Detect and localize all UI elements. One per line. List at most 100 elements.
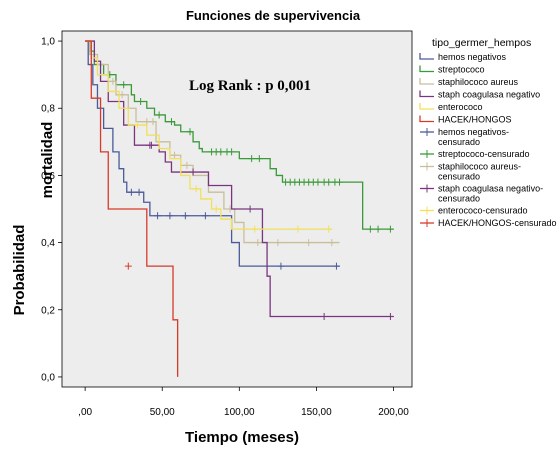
censor-mark (134, 121, 142, 129)
censor-mark (192, 185, 200, 193)
censor-mark (135, 188, 143, 196)
censor-mark (167, 118, 175, 126)
censor-mark (124, 262, 132, 270)
legend-censor-icon (423, 219, 431, 227)
survival-curve (85, 40, 179, 377)
series-layer (85, 40, 394, 377)
legend-label: hemos negativos-censurado (438, 127, 509, 147)
y-tick-label: 0,8 (41, 104, 55, 115)
log-rank-annotation: Log Rank : p 0,001 (189, 78, 311, 94)
series-staph-coagulasa-negativo (85, 40, 394, 320)
censor-mark (251, 225, 259, 233)
legend-item: staph coagulasa negativo-censurado (420, 184, 543, 204)
censor-mark (254, 239, 262, 247)
series-hacek-hongos (85, 40, 179, 377)
series-streptococo (85, 40, 394, 233)
legend-label: enterococo-censurado (438, 206, 528, 216)
legend-censor-icon (423, 162, 431, 171)
censor-mark (328, 239, 336, 247)
censor-mark (109, 77, 117, 85)
series-hemos-negativos (85, 40, 340, 270)
legend-censor-icon (423, 206, 431, 215)
censor-mark (186, 128, 194, 136)
censor-mark (228, 148, 236, 156)
series-enterococo (85, 40, 333, 233)
censor-mark (147, 141, 155, 149)
y-axis-title-line-2: mortalidad (39, 122, 56, 199)
censor-mark (127, 188, 135, 196)
censor-mark (217, 148, 225, 156)
x-tick-label: 50,00 (150, 407, 175, 418)
legend-item: staph coagulasa negativo (419, 90, 540, 100)
x-axis: ,00 50,00 100,00 150,00 200,00 (78, 387, 409, 418)
censor-mark (149, 118, 157, 126)
legend-label: staphilococo aureus-censurado (438, 162, 521, 182)
censor-mark (212, 205, 220, 213)
legend-item: streptococo (419, 65, 485, 75)
legend-label: staphilococo aureus (438, 77, 519, 87)
y-tick-label: 0,6 (41, 171, 55, 182)
x-tick-label: 200,00 (378, 407, 409, 418)
y-tick-label: 0,0 (41, 372, 55, 383)
y-tick-label: 1,0 (41, 37, 55, 48)
legend-item: staphilococo aureus (419, 77, 519, 87)
y-axis-title-line-1: Probabilidad (11, 225, 28, 316)
legend-item: hemos negativos (419, 52, 507, 62)
chart-title: Funciones de supervivencia (186, 8, 361, 23)
censor-mark (366, 225, 374, 233)
censor-mark (320, 312, 328, 320)
censor-mark (118, 91, 126, 99)
censor-mark (120, 81, 128, 89)
legend-censor-icon (423, 150, 431, 158)
censor-mark (274, 239, 282, 247)
survival-curve (85, 40, 340, 267)
survival-curve (85, 40, 340, 244)
censor-mark (166, 212, 174, 220)
legend-label: enterococo (438, 102, 483, 112)
legend-item: staphilococo aureus-censurado (420, 162, 521, 182)
censor-mark (374, 225, 382, 233)
x-tick-label: 150,00 (301, 407, 332, 418)
censor-mark (248, 155, 256, 163)
legend-title: tipo_germer_hempos (432, 37, 531, 49)
series-staphilococo-aureus (85, 40, 340, 247)
censor-mark (143, 118, 151, 126)
censor-mark (386, 312, 394, 320)
censor-mark (154, 212, 162, 220)
censor-mark (189, 168, 197, 176)
legend-label: streptococo-censurado (438, 149, 530, 159)
y-axis: 0,0 0,2 0,4 0,6 0,8 1,0 (41, 37, 62, 383)
x-axis-title: Tiempo (meses) (185, 429, 299, 446)
censor-mark (332, 262, 340, 270)
censor-mark (183, 161, 191, 169)
legend-label: staph coagulasa negativo-censurado (438, 184, 543, 204)
legend-step-icon (419, 78, 434, 85)
censor-mark (201, 212, 209, 220)
legend-item: enterococo (419, 102, 483, 112)
censor-mark (137, 98, 145, 106)
legend: hemos negativos streptococo staphilococo a… (419, 52, 557, 228)
censor-mark (171, 151, 179, 159)
censor-mark (325, 225, 333, 233)
x-tick-label: ,00 (78, 407, 92, 418)
legend-item: HACEK/HONGOS (419, 115, 512, 125)
censor-mark (294, 225, 302, 233)
legend-label: staph coagulasa negativo (438, 90, 540, 100)
legend-step-icon (419, 53, 434, 60)
censor-mark (336, 178, 344, 186)
legend-label: HACEK/HONGOS (438, 115, 512, 125)
censor-mark (246, 205, 254, 213)
legend-step-icon (419, 65, 434, 73)
legend-item: hemos negativos-censurado (420, 127, 509, 147)
legend-label: hemos negativos (438, 52, 507, 62)
legend-step-icon (419, 115, 434, 123)
legend-label: streptococo (438, 65, 485, 75)
censor-mark (155, 111, 163, 119)
censor-mark (386, 225, 394, 233)
censor-mark (314, 178, 322, 186)
legend-censor-icon (423, 128, 431, 136)
censor-mark (255, 155, 263, 163)
legend-step-icon (419, 90, 434, 98)
legend-step-icon (419, 103, 434, 110)
